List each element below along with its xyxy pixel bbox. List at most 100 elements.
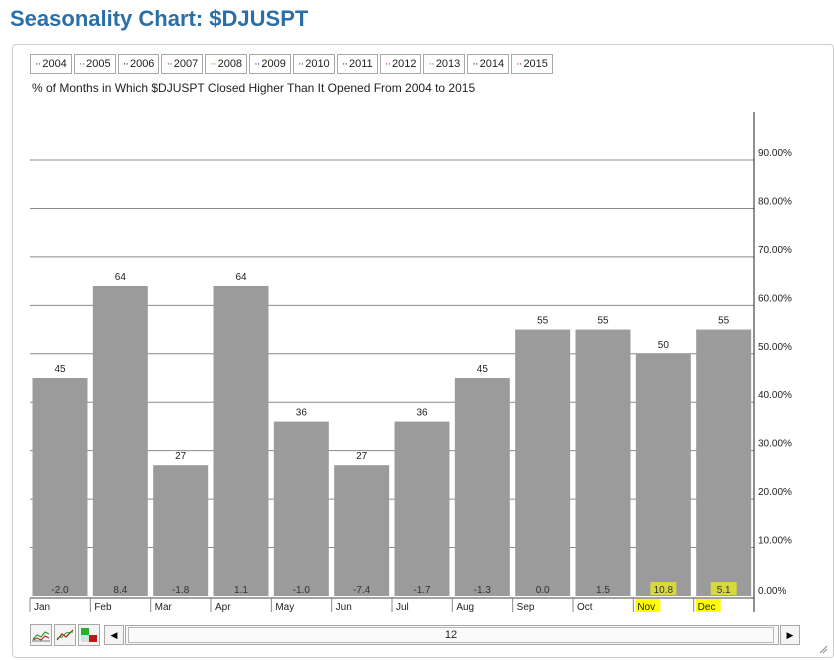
y-tick-label: 0.00% [758, 586, 786, 597]
legend-swatch-icon: ·· [122, 58, 129, 70]
legend-label: 2014 [479, 58, 505, 70]
legend-swatch-icon: ·· [516, 58, 522, 70]
bar-value-label: 64 [235, 272, 247, 283]
chart-toolbar [30, 624, 100, 646]
legend-label: 2011 [349, 58, 373, 70]
legend-label: 2015 [523, 58, 548, 70]
month-label-dec: Dec [698, 602, 716, 613]
bar-value-label: 55 [718, 316, 730, 327]
avg-return-label: -7.4 [353, 585, 371, 596]
month-label-nov: Nov [637, 602, 655, 613]
multi-line-chart-icon[interactable] [54, 624, 76, 646]
month-highlight [695, 599, 721, 612]
legend-item-2015[interactable]: ·· 2015 [511, 54, 553, 74]
month-label-jul: Jul [396, 602, 409, 613]
legend-item-2011[interactable]: ·· 2011 [336, 54, 378, 74]
period-scroll-thumb[interactable]: 12 [128, 627, 774, 643]
legend-item-2009[interactable]: ·· 2009 [249, 54, 291, 74]
bar-value-label: 45 [54, 364, 66, 375]
bar-value-label: 27 [175, 451, 187, 462]
bar[interactable] [515, 329, 571, 596]
legend-swatch-icon: ·· [428, 58, 434, 70]
triangle-right-icon: ▶ [786, 629, 794, 640]
month-label-oct: Oct [577, 602, 593, 613]
legend-item-2014[interactable]: ·· 2014 [467, 54, 510, 74]
y-tick-label: 90.00% [758, 148, 792, 159]
bar[interactable] [454, 378, 510, 596]
month-label-mar: Mar [155, 602, 173, 613]
legend-swatch-icon: ·· [35, 58, 41, 70]
month-highlight [635, 599, 661, 612]
page-title: Seasonality Chart: $DJUSPT [10, 6, 309, 31]
scroll-right-button[interactable]: ▶ [780, 625, 800, 645]
period-scroll-track[interactable]: 12 [125, 625, 779, 645]
legend-label: 2006 [129, 58, 155, 70]
line-chart-icon[interactable] [30, 624, 52, 646]
return-highlight [710, 582, 737, 595]
avg-return-label: -1.0 [293, 585, 311, 596]
legend-swatch-icon: ·· [297, 58, 304, 70]
y-tick-label: 80.00% [758, 196, 792, 207]
bar-value-label: 50 [658, 340, 670, 351]
legend-label: 2005 [86, 58, 111, 70]
avg-return-label: 10.8 [654, 585, 674, 596]
legend-swatch-icon: ·· [210, 58, 216, 70]
month-label-may: May [275, 602, 294, 613]
seasonality-bar-chart: 0.00% 10.00% 20.00% 30.00% 40.00% 50.00% 60.00… [29, 112, 792, 613]
avg-return-label: 1.1 [234, 585, 248, 596]
y-tick-label: 40.00% [758, 390, 792, 401]
month-label-sep: Sep [517, 602, 535, 613]
bar[interactable] [334, 465, 390, 596]
bar-value-label: 27 [356, 451, 368, 462]
y-tick-label: 60.00% [758, 293, 792, 304]
legend-item-2008[interactable]: ·· 2008 [205, 54, 248, 74]
legend-item-2006[interactable]: ·· 2006 [117, 54, 160, 74]
y-tick-label: 50.00% [758, 342, 792, 353]
legend-label: 2007 [173, 58, 199, 70]
bar[interactable] [575, 329, 631, 596]
avg-return-label: -1.3 [474, 585, 492, 596]
y-tick-label: 70.00% [758, 245, 792, 256]
bar-value-label: 64 [115, 272, 127, 283]
avg-return-label: 5.1 [717, 585, 731, 596]
legend-swatch-icon: ·· [472, 58, 478, 70]
avg-return-label: 8.4 [113, 585, 127, 596]
legend-label: 2008 [217, 58, 243, 70]
legend-item-2005[interactable]: ·· 2005 [73, 54, 116, 74]
bar[interactable] [635, 353, 691, 596]
month-label-apr: Apr [215, 602, 231, 613]
chart-subtitle: % of Months in Which $DJUSPT Closed High… [32, 81, 476, 95]
bar[interactable] [92, 285, 148, 596]
legend-item-2012[interactable]: ·· 2012 [379, 54, 422, 74]
legend-swatch-icon: ·· [166, 58, 172, 70]
bar-toggle-icon[interactable] [78, 624, 100, 646]
legend-item-2004[interactable]: ·· 2004 [30, 54, 72, 74]
resize-grip-icon[interactable] [818, 644, 828, 654]
avg-return-label: 1.5 [596, 585, 610, 596]
scroll-left-button[interactable]: ◀ [104, 625, 124, 645]
bar[interactable] [273, 421, 329, 596]
legend-item-2010[interactable]: ·· 2010 [292, 54, 335, 74]
bar-value-label: 55 [537, 316, 549, 327]
bar[interactable] [153, 465, 209, 596]
year-legend: ·· 2004 ·· 2005 ·· 2006 ·· 2007 ·· 2008 ·· 2009 ·· 20… [30, 54, 555, 74]
legend-item-2013[interactable]: ·· 2013 [423, 54, 466, 74]
month-label-jan: Jan [34, 602, 50, 613]
triangle-left-icon: ◀ [110, 629, 118, 640]
legend-swatch-icon: ·· [254, 58, 260, 70]
bar-value-label: 55 [597, 316, 609, 327]
avg-return-label: -1.8 [172, 585, 190, 596]
legend-label: 2013 [435, 58, 461, 70]
legend-label: 2012 [392, 58, 417, 70]
y-tick-label: 20.00% [758, 487, 792, 498]
bar[interactable] [394, 421, 450, 596]
bar[interactable] [696, 329, 752, 596]
bar[interactable] [213, 285, 269, 596]
bar-value-label: 36 [416, 408, 428, 419]
legend-item-2007[interactable]: ·· 2007 [161, 54, 204, 74]
month-label-feb: Feb [94, 602, 112, 613]
avg-return-label: 0.0 [536, 585, 550, 596]
avg-return-label: -1.7 [413, 585, 431, 596]
bar[interactable] [32, 378, 88, 596]
month-label-aug: Aug [456, 602, 474, 613]
